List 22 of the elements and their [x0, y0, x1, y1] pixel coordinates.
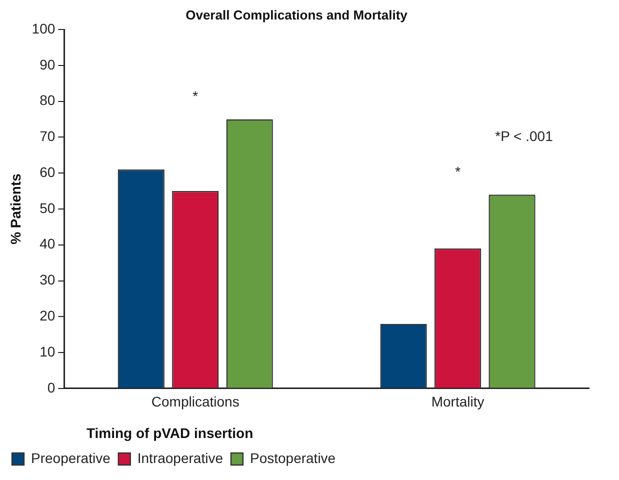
- y-tick-label: 10: [40, 343, 56, 360]
- legend-label: Preoperative: [31, 450, 111, 466]
- annotation: *P < .001: [495, 128, 554, 144]
- y-tick-label: 40: [40, 236, 56, 252]
- legend-title: Timing of pVAD insertion: [86, 425, 254, 442]
- annotation: *: [455, 164, 462, 180]
- y-tick-label: 30: [40, 272, 56, 288]
- legend-label: Intraoperative: [137, 450, 224, 466]
- y-tick-label: 50: [40, 200, 56, 216]
- y-tick-label: 80: [40, 92, 56, 108]
- y-axis-title: % Patients: [7, 173, 24, 244]
- y-tick-label: 20: [40, 308, 56, 324]
- chart-title: Overall Complications and Mortality: [186, 7, 408, 22]
- x-tick-label: Complications: [151, 394, 240, 410]
- y-tick-label: 70: [40, 128, 56, 144]
- x-tick-label: Mortality: [431, 394, 484, 410]
- y-tick-label: 90: [40, 56, 56, 72]
- y-tick-label: 100: [32, 20, 56, 36]
- annotation: *: [192, 88, 199, 104]
- y-tick-label: 60: [40, 164, 56, 180]
- y-tick-label: 0: [47, 379, 56, 396]
- legend-label: Postoperative: [250, 450, 336, 466]
